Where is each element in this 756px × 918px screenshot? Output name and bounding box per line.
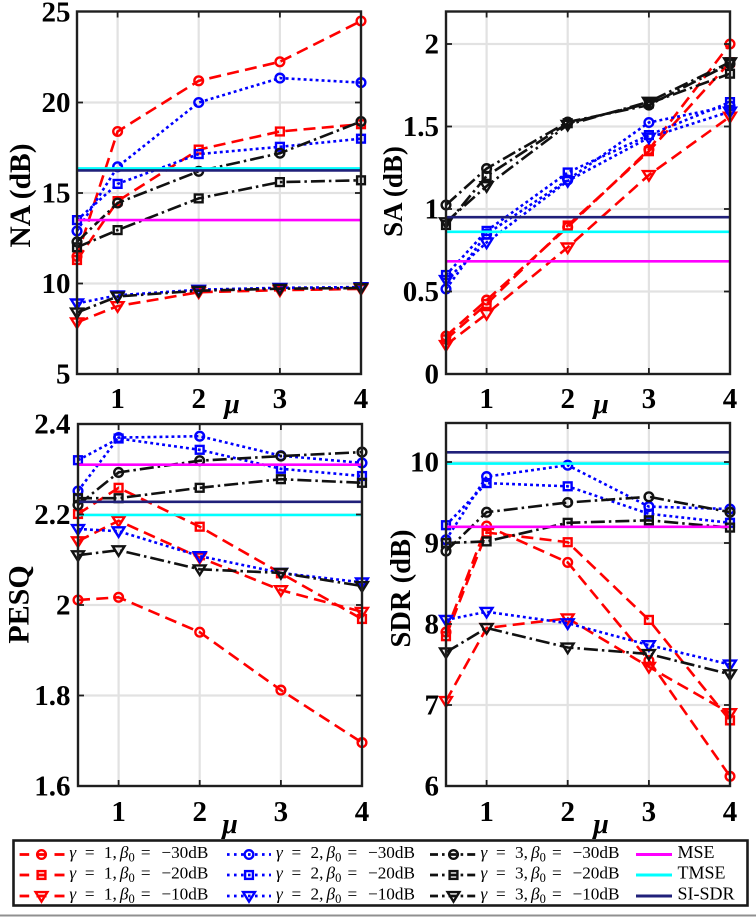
svg-text:2: 2 xyxy=(192,796,207,828)
svg-text:2: 2 xyxy=(425,29,440,61)
svg-text:2: 2 xyxy=(56,590,71,622)
svg-text:2: 2 xyxy=(560,383,575,415)
svg-text:0: 0 xyxy=(425,359,440,391)
svg-text:μ: μ xyxy=(591,809,609,840)
svg-text:1.8: 1.8 xyxy=(34,680,70,712)
svg-text:5: 5 xyxy=(56,359,71,391)
svg-text:1: 1 xyxy=(479,796,494,828)
svg-text:γ=1,β0=−20dB: γ = 1, β0 = −20dB xyxy=(69,864,208,886)
svg-text:SA (dB): SA (dB) xyxy=(378,146,408,237)
svg-text:2: 2 xyxy=(560,796,575,828)
svg-text:MSE: MSE xyxy=(678,842,715,862)
svg-text:SDR (dB): SDR (dB) xyxy=(386,530,417,648)
svg-text:10: 10 xyxy=(42,268,71,300)
svg-text:1: 1 xyxy=(479,383,494,415)
svg-text:γ=1,β0=−30dB: γ = 1, β0 = −30dB xyxy=(69,843,208,865)
svg-text:γ=2,β0=−30dB: γ = 2, β0 = −30dB xyxy=(276,843,415,865)
svg-text:NA (dB): NA (dB) xyxy=(5,143,37,247)
svg-text:4: 4 xyxy=(723,383,738,415)
svg-text:7: 7 xyxy=(425,690,440,722)
svg-text:6: 6 xyxy=(425,771,440,803)
svg-text:μ: μ xyxy=(591,389,609,420)
svg-text:4: 4 xyxy=(355,796,370,828)
svg-text:4: 4 xyxy=(354,383,369,415)
svg-text:3: 3 xyxy=(642,383,657,415)
svg-text:3: 3 xyxy=(642,796,657,828)
svg-text:10: 10 xyxy=(410,447,439,479)
svg-text:0.5: 0.5 xyxy=(403,276,439,308)
svg-text:1: 1 xyxy=(110,383,125,415)
svg-text:μ: μ xyxy=(222,389,240,420)
svg-text:μ: μ xyxy=(220,809,238,840)
svg-text:PESQ: PESQ xyxy=(2,565,35,643)
svg-text:SI-SDR: SI-SDR xyxy=(678,884,735,904)
svg-text:γ=2,β0=−10dB: γ = 2, β0 = −10dB xyxy=(276,885,415,907)
svg-text:15: 15 xyxy=(42,178,71,210)
svg-text:1.5: 1.5 xyxy=(403,111,439,143)
svg-text:3: 3 xyxy=(273,383,288,415)
svg-text:4: 4 xyxy=(723,796,738,828)
svg-text:TMSE: TMSE xyxy=(678,863,726,883)
svg-text:2.4: 2.4 xyxy=(34,409,70,441)
svg-text:1: 1 xyxy=(111,796,126,828)
svg-text:1.6: 1.6 xyxy=(34,771,70,803)
svg-text:9: 9 xyxy=(425,528,440,560)
svg-text:γ=1,β0=−10dB: γ = 1, β0 = −10dB xyxy=(69,885,208,907)
svg-text:2: 2 xyxy=(191,383,206,415)
svg-text:3: 3 xyxy=(274,796,289,828)
svg-text:γ=3,β0=−10dB: γ = 3, β0 = −10dB xyxy=(481,885,620,907)
svg-text:25: 25 xyxy=(42,0,71,29)
svg-text:2.2: 2.2 xyxy=(34,499,70,531)
svg-text:γ=2,β0=−20dB: γ = 2, β0 = −20dB xyxy=(276,864,415,886)
svg-text:γ=3,β0=−20dB: γ = 3, β0 = −20dB xyxy=(481,864,620,886)
svg-text:8: 8 xyxy=(425,609,440,641)
svg-text:1: 1 xyxy=(425,194,440,226)
svg-text:γ=3,β0=−30dB: γ = 3, β0 = −30dB xyxy=(481,843,620,865)
svg-text:20: 20 xyxy=(42,87,71,119)
